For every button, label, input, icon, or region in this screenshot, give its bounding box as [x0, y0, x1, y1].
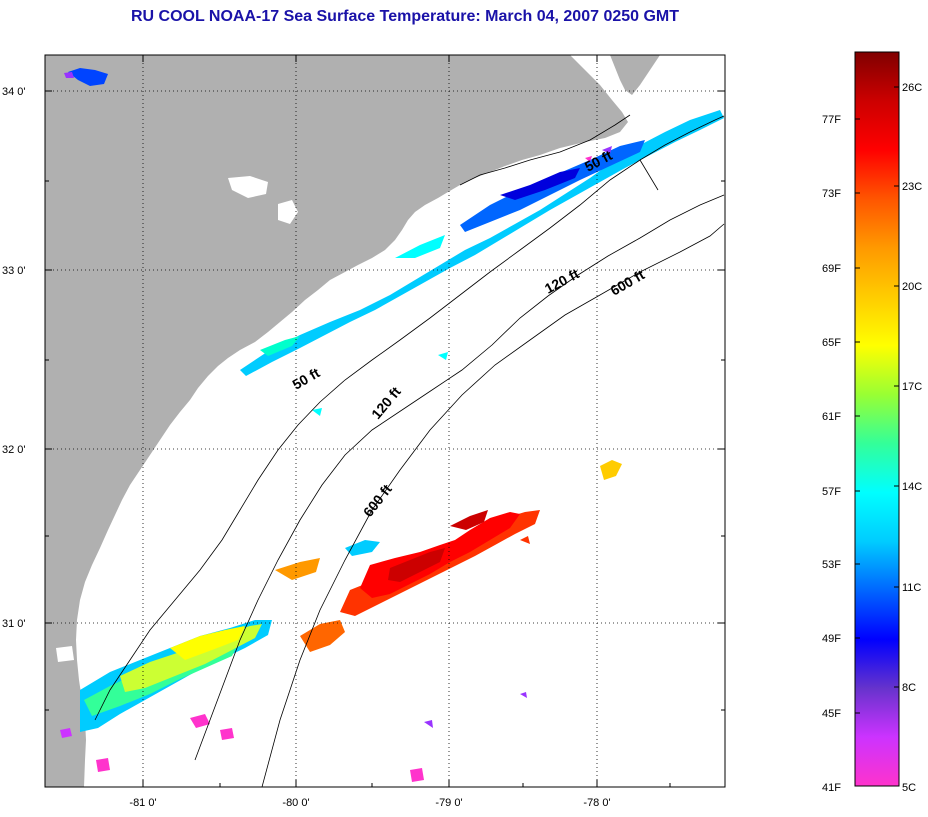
- celsius-label: 17C: [902, 381, 922, 393]
- contour-120ft: [194, 194, 725, 761]
- contour-50ft: [94, 115, 725, 721]
- colorbar-c-labels: 26C 23C 20C 17C 14C 11C 8C 5C: [902, 82, 922, 794]
- fahrenheit-label: 53F: [822, 559, 841, 571]
- axis-ticks: [45, 55, 725, 787]
- lat-label: 33 0': [2, 265, 26, 277]
- fahrenheit-label: 45F: [822, 708, 841, 720]
- lon-label: -80 0': [282, 797, 309, 809]
- celsius-label: 5C: [902, 782, 916, 794]
- map-title: RU COOL NOAA-17 Sea Surface Temperature:…: [130, 8, 680, 25]
- colorbar-gradient: [854, 51, 900, 787]
- sst-pixels: [56, 68, 724, 782]
- fahrenheit-label: 49F: [822, 633, 841, 645]
- lat-label: 31 0': [2, 618, 26, 630]
- fahrenheit-label: 65F: [822, 337, 841, 349]
- fahrenheit-label: 57F: [822, 486, 841, 498]
- contour-inner: [459, 114, 631, 186]
- celsius-label: 14C: [902, 481, 922, 493]
- colorbar-ticks: [855, 86, 899, 714]
- celsius-label: 23C: [902, 181, 922, 193]
- lon-label: -81 0': [129, 797, 156, 809]
- fahrenheit-label: 41F: [822, 782, 841, 794]
- bathymetry-contours: [94, 114, 725, 787]
- colorbar: 77F 73F 69F 65F 61F 57F 53F 49F 45F 41F …: [822, 51, 922, 794]
- lat-label: 34 0': [2, 86, 26, 98]
- contour-label: 50 ft: [290, 364, 323, 392]
- celsius-label: 8C: [902, 682, 916, 694]
- contour-label: 600 ft: [608, 266, 648, 298]
- map-frame: [44, 54, 726, 788]
- land-mass: [45, 55, 628, 787]
- contour-600ft: [261, 223, 725, 787]
- latitude-labels: 34 0' 33 0' 32 0' 31 0': [2, 86, 26, 630]
- colorbar-f-labels: 77F 73F 69F 65F 61F 57F 53F 49F 45F 41F: [822, 114, 841, 794]
- celsius-label: 11C: [902, 582, 921, 594]
- celsius-label: 20C: [902, 281, 922, 293]
- lon-label: -79 0': [435, 797, 462, 809]
- contour-label: 600 ft: [360, 481, 395, 520]
- longitude-labels: -81 0' -80 0' -79 0' -78 0': [129, 797, 610, 809]
- lon-label: -78 0': [583, 797, 610, 809]
- fahrenheit-label: 73F: [822, 188, 841, 200]
- lat-label: 32 0': [2, 444, 26, 456]
- fahrenheit-label: 69F: [822, 263, 841, 275]
- celsius-label: 26C: [902, 82, 922, 94]
- fahrenheit-label: 61F: [822, 411, 841, 423]
- graticule: [45, 55, 725, 787]
- land-outer-banks: [610, 55, 660, 95]
- fahrenheit-label: 77F: [822, 114, 841, 126]
- contour-label: 120 ft: [368, 383, 404, 422]
